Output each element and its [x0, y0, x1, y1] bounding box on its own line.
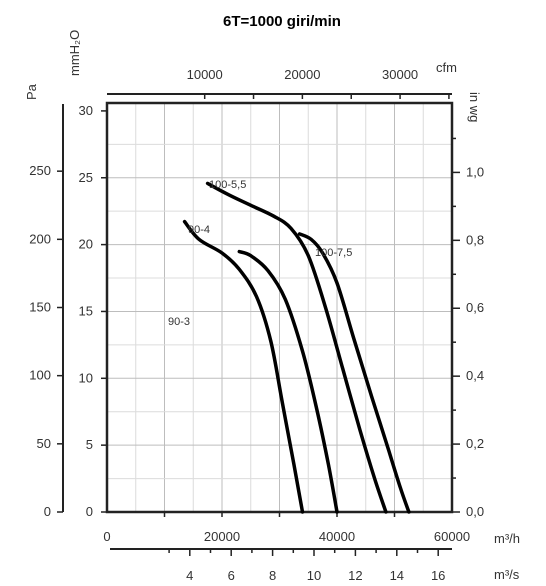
left-pa-tick-label: 0 — [44, 504, 51, 519]
right-inwg-tick-label: 0,8 — [466, 232, 484, 247]
left-pa-tick-label: 150 — [29, 300, 51, 315]
top-cfm-tick-label: 30000 — [382, 67, 418, 82]
left-pa-tick-label: 50 — [37, 436, 51, 451]
bottom-m3s-tick-label: 10 — [307, 568, 321, 583]
bottom-m3h-tick-label: 40000 — [319, 529, 355, 544]
right-inwg-tick-label: 0,2 — [466, 436, 484, 451]
bottom-m3s-tick-label: 16 — [431, 568, 445, 583]
right-inwg-tick-label: 0,4 — [466, 368, 484, 383]
bottom-m3s-tick-label: 6 — [228, 568, 235, 583]
bottom-m3s-tick-label: 12 — [348, 568, 362, 583]
axis-ticks — [57, 94, 460, 556]
bottom-m3h-tick-label: 60000 — [434, 529, 470, 544]
left-mmh2o-tick-label: 10 — [79, 370, 93, 385]
fan-curves — [182, 181, 411, 514]
left-mmh2o-tick-label: 0 — [86, 504, 93, 519]
left-mmh2o-tick-label: 25 — [79, 170, 93, 185]
grid — [107, 103, 452, 512]
left-mmh2o-axis-unit: mmH₂O — [67, 30, 82, 76]
curve-100-5,5 — [205, 181, 388, 514]
left-mmh2o-tick-label: 30 — [79, 103, 93, 118]
bottom-m3s-tick-label: 8 — [269, 568, 276, 583]
bottom-m3s-axis-unit: m³/s — [494, 567, 520, 582]
right-axis-unit: in wg — [467, 92, 482, 122]
top-cfm-tick-label: 10000 — [187, 67, 223, 82]
right-inwg-tick-label: 0,6 — [466, 300, 484, 315]
left-mmh2o-tick-label: 20 — [79, 237, 93, 252]
top-axis-unit: cfm — [436, 60, 457, 75]
left-pa-axis-unit: Pa — [24, 83, 39, 100]
bottom-m3s-tick-label: 14 — [390, 568, 404, 583]
top-cfm-tick-label: 20000 — [284, 67, 320, 82]
right-inwg-tick-label: 1,0 — [466, 164, 484, 179]
curve-90-4 — [237, 249, 339, 514]
chart-title: 6T=1000 giri/min — [223, 13, 341, 30]
curve-label: 90-3 — [168, 316, 190, 328]
bottom-m3h-tick-label: 0 — [103, 529, 110, 544]
bottom-m3h-tick-label: 20000 — [204, 529, 240, 544]
curve-90-3 — [182, 219, 305, 514]
right-inwg-tick-label: 0,0 — [466, 504, 484, 519]
curve-labels: 90-3 90-4 100-5,5 100-7,5 — [168, 179, 352, 328]
left-pa-tick-label: 200 — [29, 231, 51, 246]
curve-label: 100-5,5 — [209, 179, 246, 191]
left-pa-tick-label: 100 — [29, 368, 51, 383]
bottom-m3s-tick-label: 4 — [186, 568, 193, 583]
left-mmh2o-tick-label: 15 — [79, 303, 93, 318]
bottom-m3h-axis-unit: m³/h — [494, 531, 520, 546]
curve-100-7,5 — [297, 232, 411, 514]
left-mmh2o-tick-label: 5 — [86, 437, 93, 452]
curve-label: 100-7,5 — [315, 247, 352, 259]
curve-label: 90-4 — [188, 224, 210, 236]
left-pa-tick-label: 250 — [29, 163, 51, 178]
